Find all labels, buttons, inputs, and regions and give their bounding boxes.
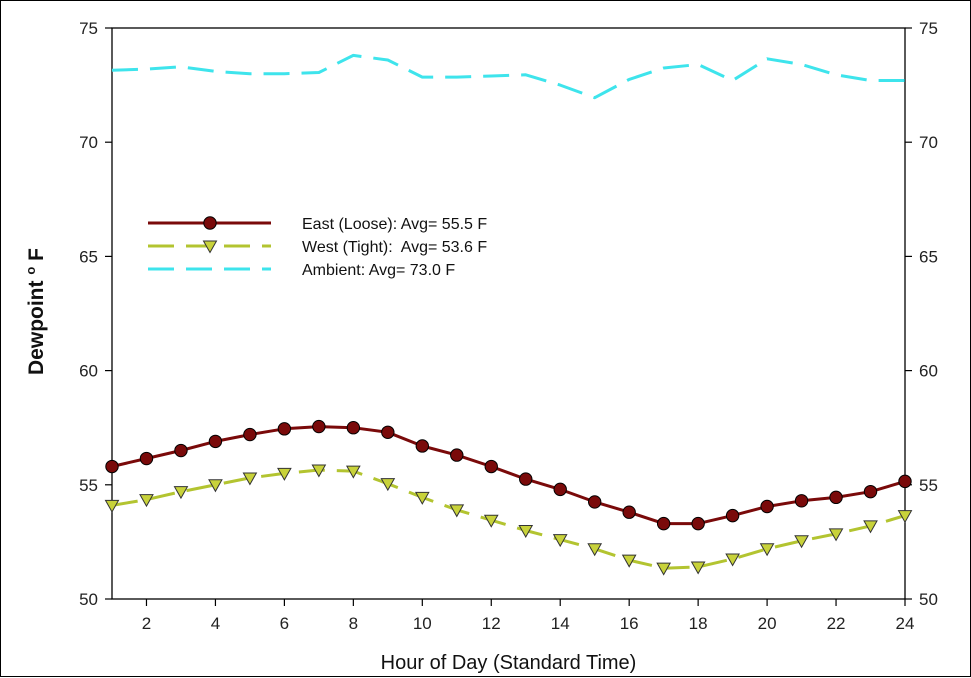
x-tick-label: 20 bbox=[758, 614, 777, 633]
series-1-point bbox=[621, 554, 637, 568]
series-0-point bbox=[243, 427, 257, 442]
x-tick-label: 16 bbox=[620, 614, 639, 633]
series-1-point bbox=[345, 465, 361, 479]
y-tick-label-left: 75 bbox=[79, 19, 98, 38]
legend-label: Ambient: Avg= 73.0 F bbox=[302, 262, 455, 279]
series-0-point bbox=[760, 499, 774, 514]
x-axis-label: Hour of Day (Standard Time) bbox=[381, 652, 637, 674]
y-axis-label-unit: F bbox=[25, 248, 48, 261]
x-tick-label: 4 bbox=[211, 614, 220, 633]
legend: East (Loose): Avg= 55.5 F West (Tight): A… bbox=[148, 216, 487, 279]
series-1-point bbox=[690, 561, 706, 575]
y-tick-label-left: 65 bbox=[79, 247, 98, 266]
series-1-point bbox=[552, 534, 568, 548]
y-axis-label-degree: o bbox=[23, 267, 38, 275]
y-tick-label-left: 50 bbox=[79, 590, 98, 609]
y-axis-label: Dewpoint o F bbox=[17, 248, 48, 375]
series-0-point bbox=[656, 516, 671, 531]
legend-marker bbox=[202, 240, 218, 254]
series-1-point bbox=[380, 478, 396, 492]
series-0-point bbox=[484, 459, 498, 474]
series-0-point bbox=[381, 425, 395, 439]
y-tick-label-right: 60 bbox=[919, 362, 938, 381]
legend-label: East (Loose): Avg= 55.5 F bbox=[302, 216, 487, 233]
series-0-point bbox=[587, 495, 602, 509]
series-0-point bbox=[105, 459, 119, 474]
series-0-point bbox=[691, 516, 705, 531]
y-tick-label-left: 60 bbox=[79, 362, 98, 381]
series-1-point bbox=[587, 543, 603, 557]
series-group bbox=[104, 53, 913, 576]
series-1-point bbox=[725, 553, 740, 567]
legend-label: West (Tight): Avg= 53.6 F bbox=[302, 239, 487, 256]
series-line-1 bbox=[111, 468, 906, 570]
x-tick-label: 2 bbox=[142, 614, 151, 633]
y-axis-label-text: Dewpoint bbox=[25, 280, 48, 375]
series-1-point bbox=[518, 524, 534, 538]
series-0-point bbox=[139, 451, 154, 466]
series-0-point bbox=[519, 472, 533, 486]
x-tick-label: 18 bbox=[689, 614, 708, 633]
series-1-point bbox=[139, 494, 154, 508]
series-0-point bbox=[312, 419, 326, 434]
series-0-point bbox=[415, 439, 430, 453]
y-tick-label-left: 55 bbox=[79, 476, 98, 495]
series-line-2 bbox=[111, 53, 905, 100]
series-0-point bbox=[622, 505, 636, 519]
series-1-point bbox=[828, 528, 844, 542]
plot-border bbox=[111, 27, 906, 600]
series-0-point bbox=[829, 490, 843, 505]
series-0-point bbox=[898, 474, 912, 489]
x-tick-label: 22 bbox=[827, 614, 846, 633]
series-0-point bbox=[553, 482, 567, 497]
series-1-point bbox=[208, 479, 223, 493]
plot-area bbox=[111, 27, 906, 600]
x-tick-label: 24 bbox=[896, 614, 915, 633]
series-1-point bbox=[173, 486, 189, 500]
y-tick-label-right: 65 bbox=[919, 247, 938, 266]
series-0-point bbox=[174, 443, 188, 458]
x-tick-label: 14 bbox=[551, 614, 570, 633]
series-1-point bbox=[414, 491, 430, 505]
series-0-point bbox=[863, 484, 878, 499]
y-tick-label-left: 70 bbox=[79, 133, 98, 152]
y-tick-label-right: 70 bbox=[919, 133, 938, 152]
x-tick-label: 10 bbox=[413, 614, 432, 633]
series-1-point bbox=[897, 510, 913, 524]
x-tick-label: 12 bbox=[482, 614, 501, 633]
x-tick-label: 6 bbox=[280, 614, 289, 633]
series-1-point bbox=[759, 543, 775, 557]
x-tick-label: 8 bbox=[349, 614, 358, 633]
series-0-point bbox=[725, 508, 740, 523]
series-0-point bbox=[450, 448, 464, 462]
series-1-point bbox=[242, 472, 258, 486]
series-1-point bbox=[656, 562, 672, 576]
series-0-point bbox=[346, 421, 361, 435]
series-1-point bbox=[863, 520, 878, 534]
series-1-point bbox=[483, 514, 499, 528]
series-1-point bbox=[277, 467, 292, 481]
legend-marker bbox=[203, 216, 217, 230]
y-tick-label-right: 55 bbox=[919, 476, 938, 495]
series-0-point bbox=[208, 434, 223, 449]
series-1-point bbox=[794, 535, 809, 549]
series-1-point bbox=[311, 464, 327, 478]
series-0-point bbox=[277, 422, 292, 436]
series-1-point bbox=[104, 499, 120, 513]
series-0-point bbox=[794, 494, 809, 508]
y-tick-label-right: 75 bbox=[919, 19, 938, 38]
y-tick-label-right: 50 bbox=[919, 590, 938, 609]
series-1-point bbox=[449, 504, 465, 518]
